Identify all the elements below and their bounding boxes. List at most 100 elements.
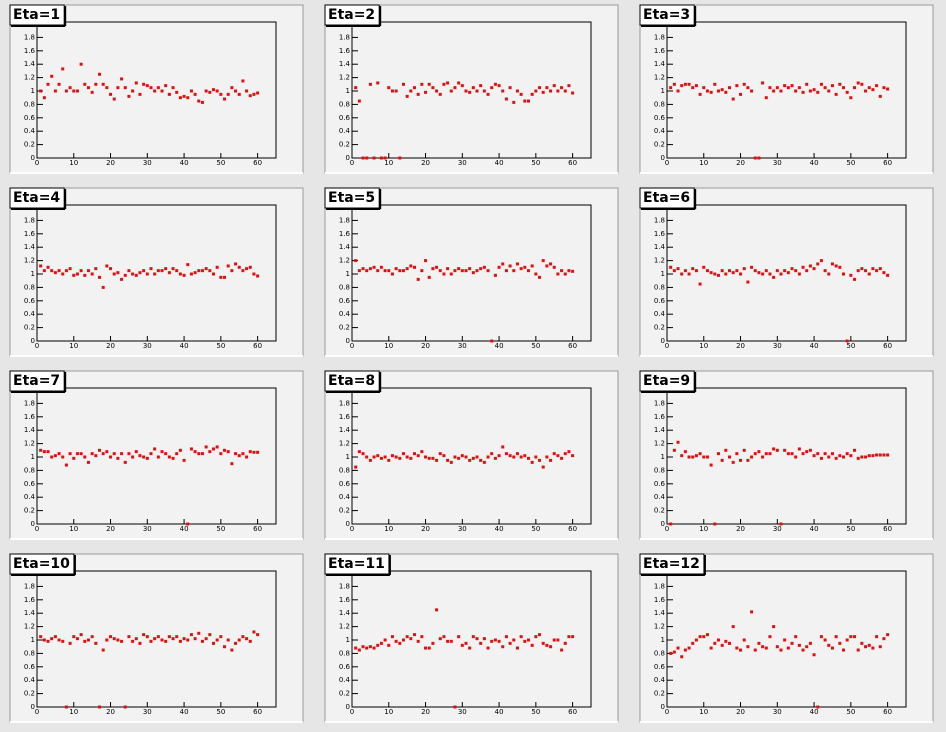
y-tick-label: 0.4 bbox=[24, 310, 36, 318]
y-tick-label: 1.6 bbox=[654, 413, 666, 421]
data-point bbox=[878, 267, 882, 271]
data-point bbox=[75, 89, 79, 93]
data-point bbox=[490, 86, 494, 90]
data-point bbox=[841, 86, 845, 90]
data-point bbox=[57, 638, 61, 642]
data-point bbox=[549, 89, 553, 93]
data-point bbox=[372, 455, 376, 459]
data-point bbox=[401, 638, 405, 642]
data-point bbox=[365, 269, 369, 273]
data-point bbox=[398, 156, 402, 160]
y-tick-label: 0.6 bbox=[654, 663, 666, 671]
data-point bbox=[167, 271, 171, 275]
data-point bbox=[171, 456, 175, 460]
data-point bbox=[886, 273, 890, 277]
data-point bbox=[827, 89, 831, 93]
data-point bbox=[208, 90, 212, 94]
data-point bbox=[145, 635, 149, 639]
data-point bbox=[768, 86, 772, 90]
data-point bbox=[46, 450, 50, 454]
y-tick-label: 1.6 bbox=[654, 596, 666, 604]
data-point bbox=[775, 645, 779, 649]
y-tick-label: 1.6 bbox=[339, 230, 351, 238]
x-tick-label: 30 bbox=[458, 708, 467, 716]
data-point bbox=[768, 452, 772, 456]
data-point bbox=[245, 637, 249, 641]
data-point bbox=[680, 272, 684, 276]
data-point bbox=[468, 646, 472, 650]
data-point bbox=[361, 156, 365, 160]
data-point bbox=[512, 638, 516, 642]
data-point bbox=[687, 646, 691, 650]
y-tick-label: 0 bbox=[31, 154, 35, 162]
data-point bbox=[672, 82, 676, 86]
data-point bbox=[830, 452, 834, 456]
x-tick-label: 0 bbox=[350, 159, 354, 167]
data-point bbox=[746, 458, 750, 462]
data-point bbox=[245, 89, 249, 93]
x-tick-label: 0 bbox=[35, 342, 39, 350]
x-tick-label: 30 bbox=[773, 708, 782, 716]
y-tick-label: 0.6 bbox=[339, 297, 351, 305]
data-point bbox=[849, 635, 853, 639]
data-point bbox=[241, 635, 245, 639]
x-tick-label: 40 bbox=[495, 525, 504, 533]
data-point bbox=[234, 641, 238, 645]
data-point bbox=[519, 635, 523, 639]
data-point bbox=[731, 97, 735, 101]
data-point bbox=[449, 89, 453, 93]
data-point bbox=[698, 635, 702, 639]
data-point bbox=[420, 82, 424, 86]
data-point bbox=[523, 454, 527, 458]
data-point bbox=[226, 264, 230, 268]
data-point bbox=[46, 82, 50, 86]
data-point bbox=[252, 450, 256, 454]
data-point bbox=[672, 448, 676, 452]
x-tick-label: 10 bbox=[69, 525, 78, 533]
x-tick-label: 10 bbox=[699, 159, 708, 167]
data-point bbox=[468, 458, 472, 462]
data-point bbox=[175, 635, 179, 639]
y-tick-label: 1.6 bbox=[654, 230, 666, 238]
data-point bbox=[797, 447, 801, 451]
data-point bbox=[560, 269, 564, 273]
data-point bbox=[515, 646, 519, 650]
y-tick-label: 0 bbox=[346, 520, 350, 528]
y-tick-label: 1.8 bbox=[654, 216, 665, 224]
data-point bbox=[361, 452, 365, 456]
data-point bbox=[61, 639, 65, 643]
pad: 0 0.2 0.4 0.6 0.8 1 1.2 1.4 1.6 1.8 0 10 20 30 40 50 60 E… bbox=[324, 553, 619, 723]
data-point bbox=[405, 267, 409, 271]
y-tick-label: 1.4 bbox=[24, 609, 36, 617]
data-point bbox=[435, 608, 439, 612]
data-point bbox=[705, 633, 709, 637]
data-point bbox=[672, 269, 676, 273]
data-point bbox=[156, 269, 160, 273]
data-point bbox=[724, 90, 728, 94]
data-point bbox=[786, 646, 790, 650]
data-point bbox=[405, 635, 409, 639]
data-point bbox=[757, 450, 761, 454]
y-tick-label: 1.6 bbox=[24, 47, 36, 55]
chart-title: Eta=1 bbox=[13, 7, 60, 23]
data-point bbox=[75, 637, 79, 641]
data-point bbox=[526, 99, 530, 103]
y-tick-label: 1.6 bbox=[339, 47, 351, 55]
data-point bbox=[197, 631, 201, 635]
data-point bbox=[504, 269, 508, 273]
x-tick-label: 20 bbox=[106, 525, 115, 533]
data-point bbox=[83, 273, 87, 277]
data-point bbox=[479, 84, 483, 88]
x-tick-label: 10 bbox=[384, 708, 393, 716]
y-tick-label: 1.4 bbox=[24, 426, 36, 434]
data-point bbox=[383, 455, 387, 459]
x-tick-label: 50 bbox=[846, 342, 855, 350]
data-point bbox=[728, 455, 732, 459]
data-point bbox=[775, 86, 779, 90]
x-tick-label: 20 bbox=[106, 342, 115, 350]
data-point bbox=[808, 264, 812, 268]
data-point bbox=[853, 635, 857, 639]
data-point bbox=[241, 79, 245, 83]
data-point bbox=[457, 635, 461, 639]
data-point bbox=[556, 272, 560, 276]
